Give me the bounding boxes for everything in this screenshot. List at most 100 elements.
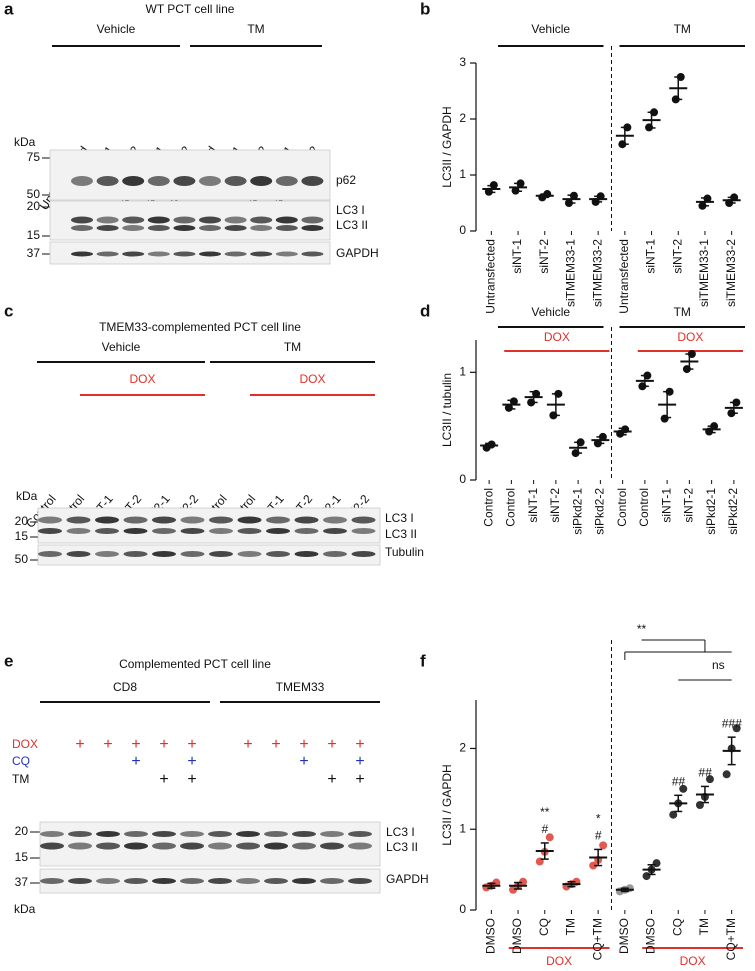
blot-band [275,225,298,231]
blot-band [348,831,372,837]
blot-band [294,516,319,524]
marker-label: 20 [15,824,29,838]
blot-title: Complemented PCT cell line [119,657,271,671]
y-tick-label: 0 [459,472,466,486]
x-tick-label: Control [637,488,651,527]
data-point [722,770,731,779]
blot-band [323,551,347,557]
blot-band [180,831,204,837]
x-tick-label: siTMEM33-1 [697,239,711,307]
x-tick-label: DMSO [484,918,498,954]
blot-band [147,251,170,257]
significance-mark: ** [540,805,550,819]
marker-label: 75 [27,150,41,164]
blot-band [71,176,93,186]
x-tick-label: siNT-1 [644,239,658,274]
treatment-mark: + [271,736,280,753]
y-axis-label: LC3II / tubulin [440,373,454,447]
blot-band [351,516,376,524]
kda-label: kDa [14,902,36,916]
treatment-mark: + [243,736,252,753]
marker-label: 20 [15,514,29,528]
blot-band [199,225,221,231]
blot-band [96,842,120,850]
x-tick-label: Control [504,488,518,527]
blot-band [237,516,262,524]
blot-band [351,528,376,534]
blot-panel [37,544,381,566]
blot-band [71,251,93,257]
blot-band [123,516,148,524]
significance-mark: ### [722,716,742,730]
blot-band [152,878,176,884]
panel-letter: b [420,0,430,18]
treatment-mark: + [327,736,336,753]
blot-band [323,516,347,524]
blot-band [209,516,233,524]
x-tick-label: Untransfected [484,239,498,314]
treatment-row-label: DOX [12,737,38,751]
treatment-mark: + [75,736,84,753]
blot-band [292,878,316,884]
x-tick-label: TM [564,918,578,935]
blot-band [180,516,205,524]
blot-band [123,551,148,557]
treatment-mark: + [355,753,364,770]
data-point [642,872,651,881]
x-tick-label: DMSO [510,918,524,954]
treatment-mark: + [299,736,308,753]
group-label: Vehicle [97,22,136,36]
blot-band [323,528,347,534]
marker-label: 50 [27,187,41,201]
blot-band [152,551,176,557]
protein-label: LC3 II [386,840,418,854]
blot-band [38,516,62,524]
protein-label: LC3 II [336,218,368,232]
blot-band [68,842,92,850]
x-tick-label: siNT-2 [682,488,696,523]
blot-band [237,551,262,557]
blot-band [96,176,119,186]
treatment-label: DOX [544,330,570,344]
x-tick-label: siPkd2-1 [704,488,718,535]
data-point [492,878,501,887]
x-tick-label: siNT-2 [548,488,562,523]
comparison-label: ** [637,622,647,636]
blot-band [96,216,119,224]
blot-band [275,216,298,224]
treatment-label: DOX [546,954,572,968]
blot-panel [37,507,381,544]
group-label: Vehicle [102,340,141,354]
blot-band [266,528,290,534]
blot-band [266,516,290,524]
group-label: CD8 [113,680,137,694]
blot-band [147,225,170,231]
blot-band [38,528,62,534]
blot-band [173,251,196,257]
data-point [652,859,661,868]
x-tick-label: siTMEM33-2 [590,239,604,307]
blot-band [199,216,221,224]
blot-band [301,216,324,224]
blot-band [122,176,145,186]
blot-band [96,831,120,837]
blot-band [152,831,176,837]
blot-band [301,176,324,186]
blot-band [224,216,247,224]
data-point [732,724,741,733]
x-tick-label: siNT-2 [670,239,684,274]
blot-band [96,878,120,884]
significance-mark: ## [698,766,712,780]
protein-label: LC3 I [385,511,414,525]
blot-band [292,831,316,837]
data-point [519,877,528,886]
data-point [589,861,598,870]
significance-mark: * [596,812,601,826]
blot-band [180,842,204,850]
panel-letter: e [4,651,13,670]
blot-band [320,842,344,850]
y-tick-label: 1 [459,364,466,378]
blot-band [124,878,148,884]
x-tick-label: DMSO [644,918,658,954]
blot-band [96,225,119,231]
